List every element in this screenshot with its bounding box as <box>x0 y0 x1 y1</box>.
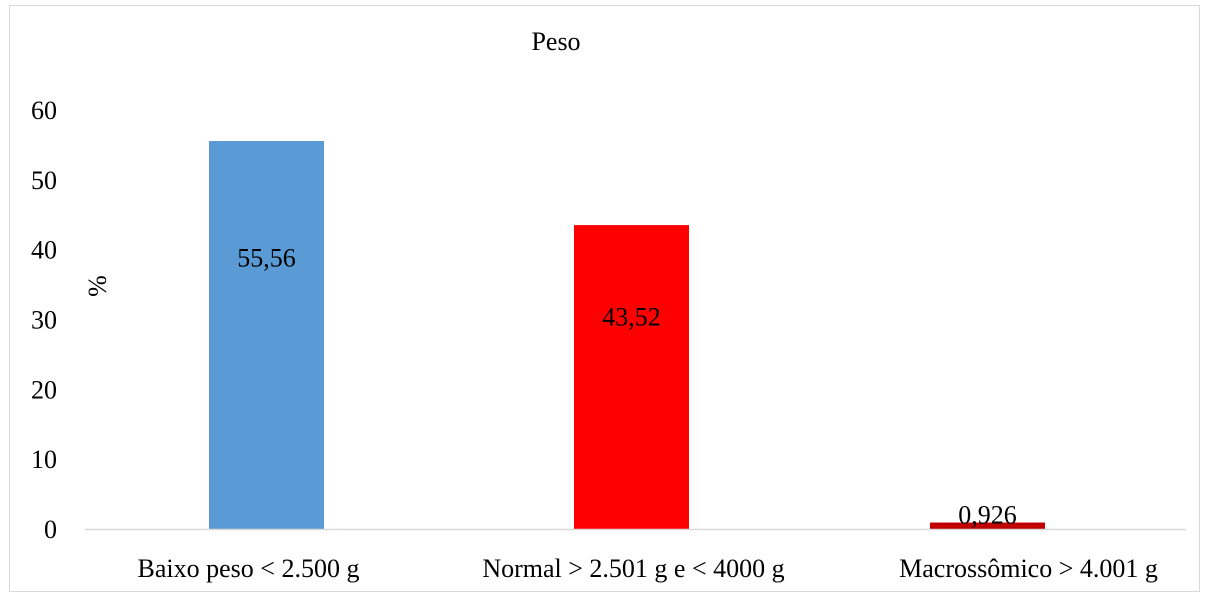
y-tick-label: 0 <box>44 515 57 544</box>
bars <box>209 141 1045 530</box>
y-tick-label: 40 <box>31 236 57 265</box>
y-axis-ticks: 0 10 20 30 40 50 60 <box>31 96 57 544</box>
bar <box>930 522 1045 529</box>
bar <box>574 225 689 529</box>
y-tick-label: 50 <box>31 166 57 195</box>
y-axis-label: % <box>83 275 112 297</box>
x-tick-label: Normal > 2.501 g e < 4000 g <box>482 554 784 583</box>
x-axis-ticks: Baixo peso < 2.500 g Normal > 2.501 g e <… <box>138 554 1158 583</box>
bar <box>209 141 324 530</box>
data-label: 43,52 <box>602 302 661 331</box>
y-tick-label: 10 <box>31 445 57 474</box>
data-label: 0,926 <box>958 501 1017 530</box>
data-labels: 55,56 43,52 0,926 <box>237 243 1017 529</box>
data-label: 55,56 <box>237 243 296 272</box>
y-tick-label: 20 <box>31 375 57 404</box>
y-tick-label: 30 <box>31 306 57 335</box>
chart-title: Peso <box>531 27 580 56</box>
x-tick-label: Baixo peso < 2.500 g <box>138 554 360 583</box>
x-tick-label: Macrossômico > 4.001 g <box>899 554 1158 583</box>
y-tick-label: 60 <box>31 96 57 125</box>
